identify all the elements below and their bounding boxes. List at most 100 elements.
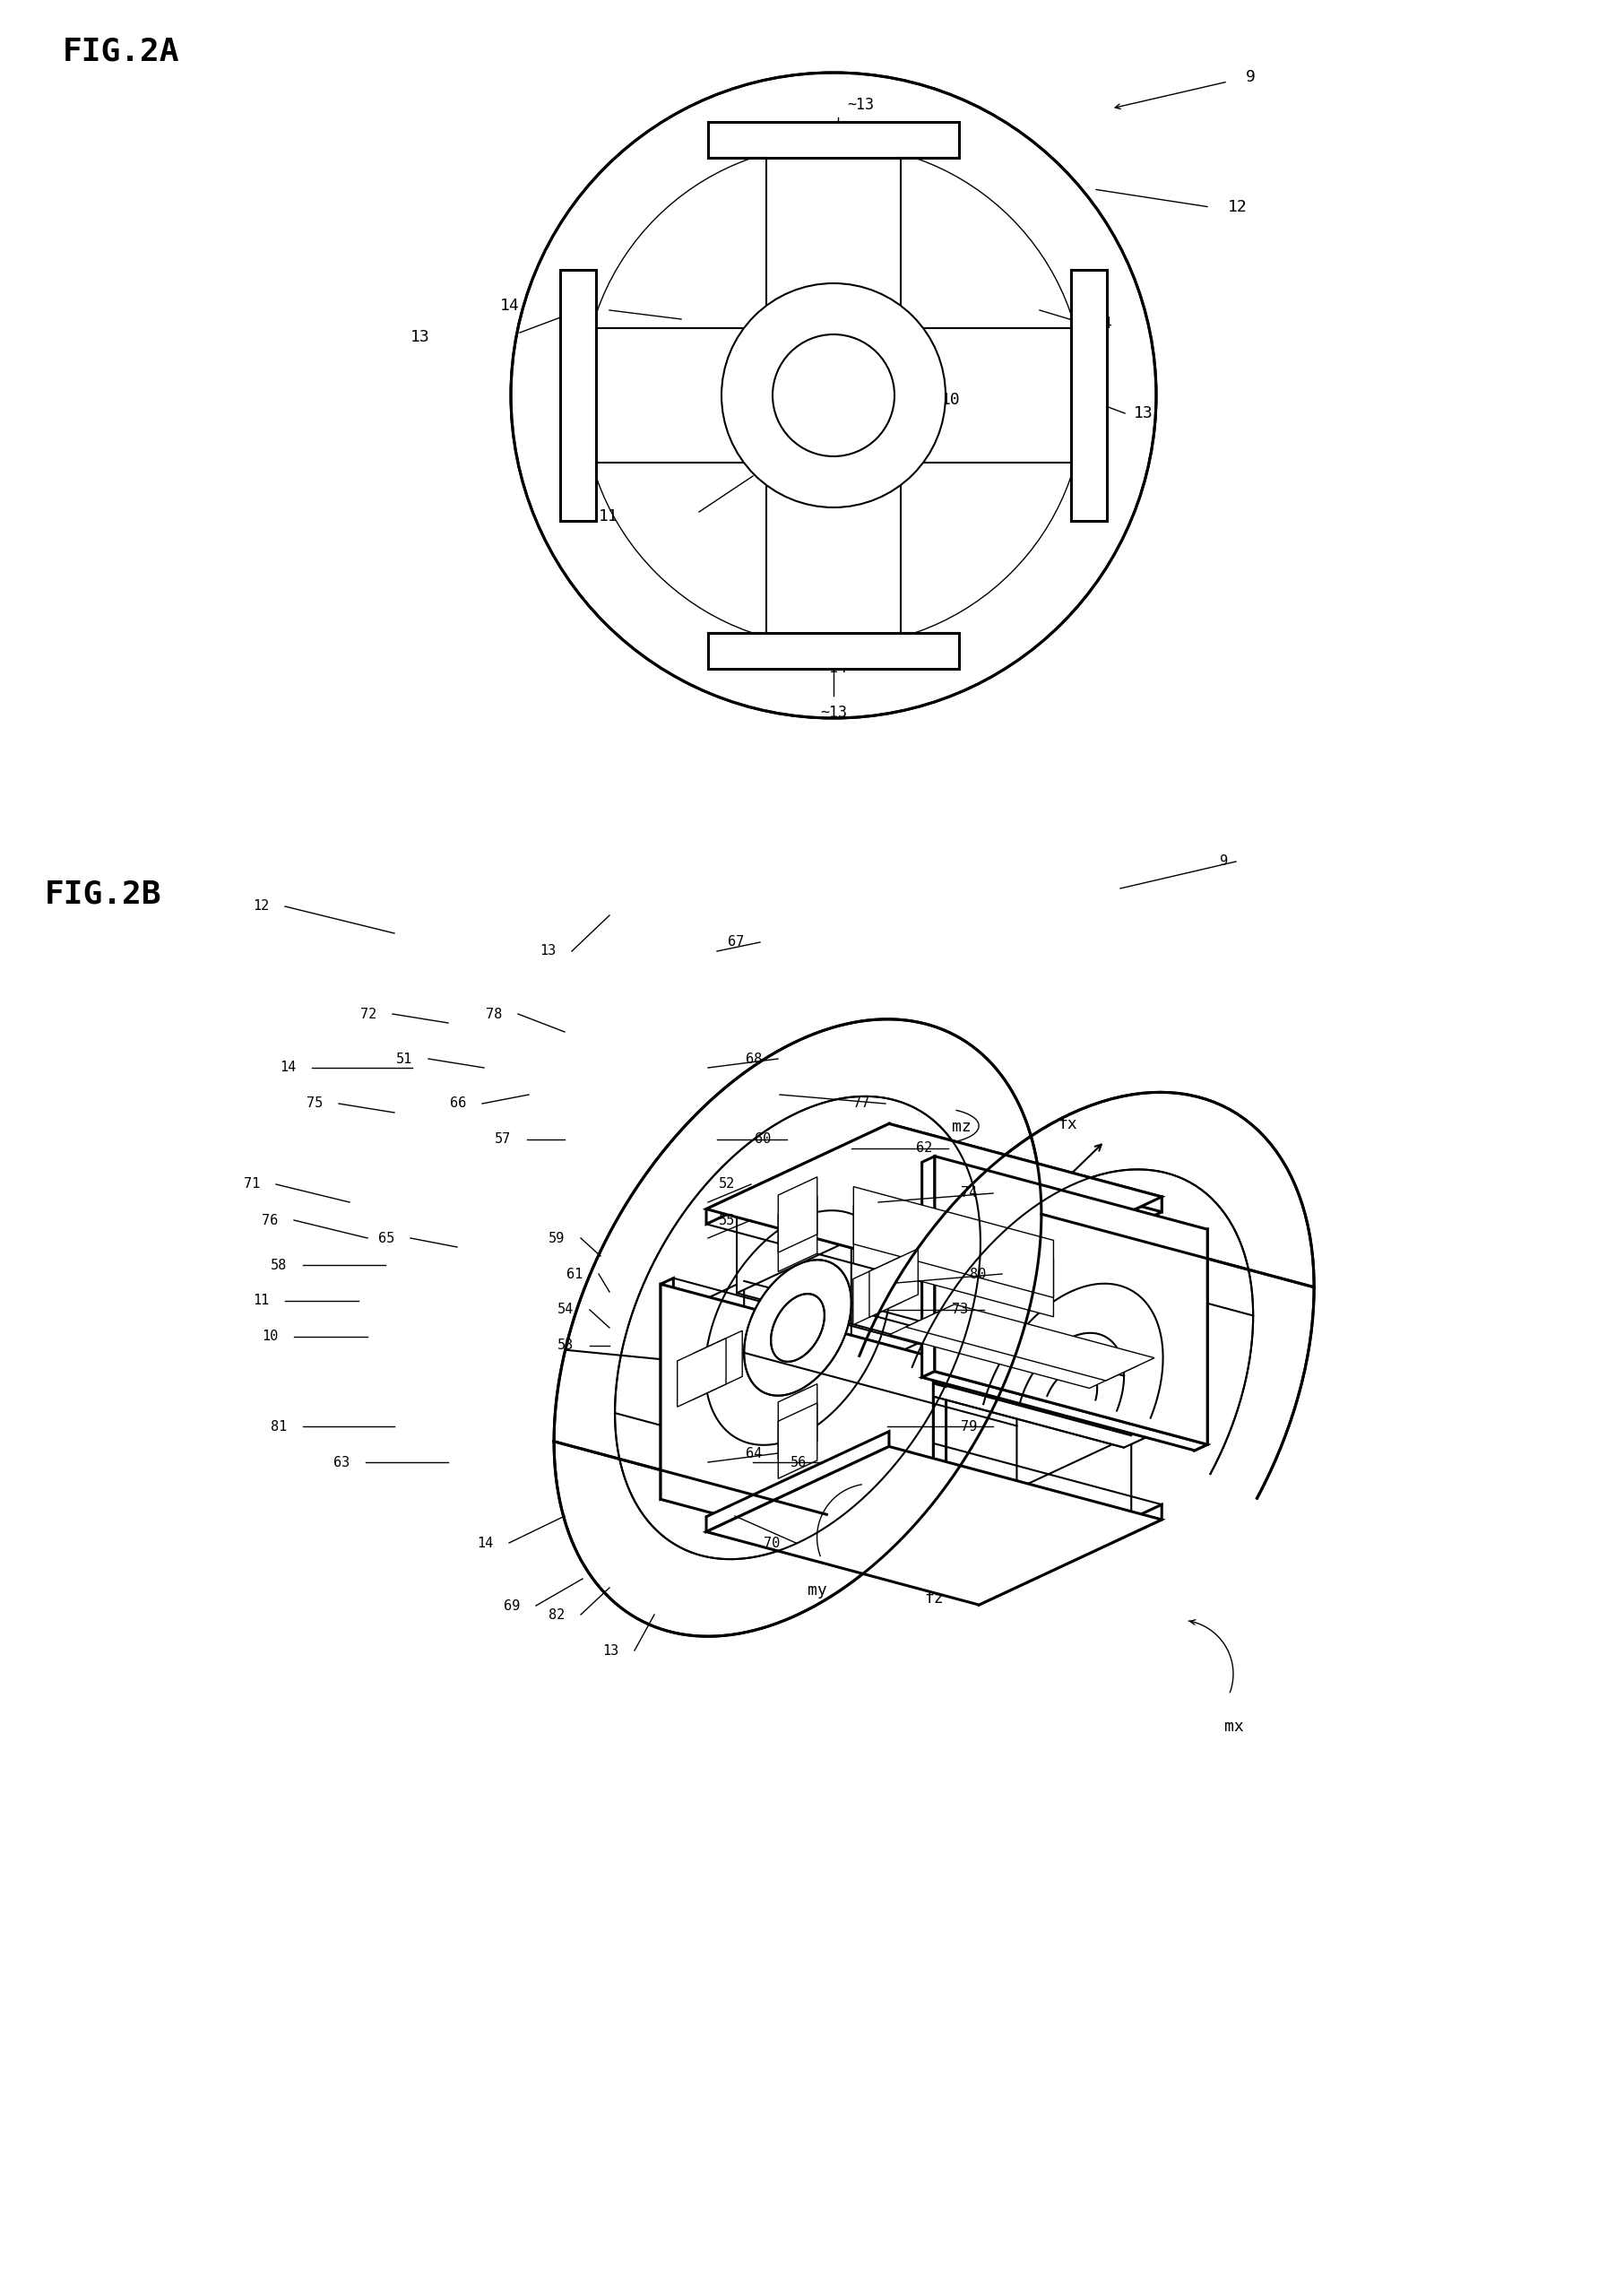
Text: ~14: ~14: [869, 138, 897, 154]
Text: 13: 13: [603, 1644, 619, 1658]
Polygon shape: [660, 1283, 934, 1573]
Polygon shape: [906, 1304, 1154, 1380]
Polygon shape: [707, 1430, 889, 1531]
Polygon shape: [744, 1261, 852, 1396]
Polygon shape: [889, 1123, 1162, 1212]
Text: 55: 55: [718, 1215, 734, 1226]
Polygon shape: [853, 1205, 1054, 1318]
Text: 57: 57: [495, 1132, 511, 1146]
Text: 11: 11: [599, 507, 619, 523]
Text: 67: 67: [728, 934, 744, 948]
Polygon shape: [922, 1157, 935, 1378]
Text: ~13: ~13: [847, 96, 874, 113]
Text: 65: 65: [378, 1231, 394, 1244]
Text: 68: 68: [746, 1052, 762, 1065]
Text: ~14: ~14: [820, 659, 847, 675]
Polygon shape: [1070, 271, 1107, 521]
Polygon shape: [1009, 1226, 1131, 1366]
Polygon shape: [869, 1249, 918, 1318]
Text: 78: 78: [485, 1008, 501, 1022]
Polygon shape: [707, 1446, 1162, 1605]
Polygon shape: [979, 1196, 1162, 1297]
Text: 63: 63: [333, 1456, 350, 1469]
Text: 79: 79: [961, 1419, 977, 1433]
Text: 56: 56: [791, 1456, 807, 1469]
Text: ~13: ~13: [820, 705, 847, 721]
Circle shape: [722, 282, 945, 507]
Text: 53: 53: [558, 1339, 574, 1352]
Polygon shape: [1194, 1228, 1207, 1451]
Polygon shape: [569, 131, 1098, 659]
Text: fx: fx: [1059, 1116, 1078, 1132]
Text: 80: 80: [969, 1267, 985, 1281]
Text: fz: fz: [924, 1591, 943, 1607]
Polygon shape: [660, 1279, 673, 1499]
Text: 66: 66: [450, 1097, 466, 1111]
Text: 73: 73: [951, 1304, 967, 1316]
Polygon shape: [934, 1352, 947, 1573]
Polygon shape: [707, 1123, 889, 1224]
Text: my: my: [807, 1582, 826, 1598]
Text: 10: 10: [942, 393, 961, 409]
Text: 75: 75: [307, 1097, 323, 1111]
Polygon shape: [778, 1196, 818, 1272]
Text: 61: 61: [566, 1267, 583, 1281]
Text: 77: 77: [853, 1097, 869, 1111]
Text: 13: 13: [411, 328, 431, 344]
Text: 76: 76: [262, 1215, 278, 1226]
Polygon shape: [709, 122, 959, 158]
Polygon shape: [1123, 1272, 1194, 1446]
Text: 81: 81: [270, 1419, 286, 1433]
Text: FIG.2A: FIG.2A: [63, 37, 180, 67]
Text: 72: 72: [360, 1008, 376, 1022]
Text: 9: 9: [1245, 69, 1255, 85]
Text: 60: 60: [754, 1132, 771, 1146]
Text: 10: 10: [262, 1329, 278, 1343]
Text: 74: 74: [961, 1187, 977, 1201]
Polygon shape: [677, 1339, 726, 1407]
Text: 70: 70: [763, 1536, 779, 1550]
Polygon shape: [778, 1178, 818, 1254]
Polygon shape: [561, 271, 596, 521]
Text: 54: 54: [558, 1304, 574, 1316]
Text: 11: 11: [252, 1295, 268, 1309]
Text: 13: 13: [1135, 404, 1154, 422]
Text: fy: fy: [1088, 1355, 1107, 1371]
Text: 71: 71: [244, 1178, 260, 1192]
Text: mx: mx: [1225, 1720, 1244, 1736]
Text: 51: 51: [395, 1052, 413, 1065]
Text: 82: 82: [548, 1607, 564, 1621]
Text: 62: 62: [916, 1141, 932, 1155]
Text: 9: 9: [1220, 854, 1228, 868]
Text: 14: 14: [477, 1536, 493, 1550]
Text: 52: 52: [718, 1178, 734, 1192]
Text: FIG.2B: FIG.2B: [45, 879, 162, 909]
Polygon shape: [922, 1371, 1207, 1451]
Text: 59: 59: [548, 1231, 564, 1244]
Polygon shape: [889, 1311, 1138, 1389]
Polygon shape: [707, 1123, 1162, 1281]
Text: 58: 58: [270, 1258, 286, 1272]
Circle shape: [511, 73, 1155, 719]
Polygon shape: [852, 1199, 922, 1375]
Polygon shape: [778, 1403, 818, 1479]
Polygon shape: [709, 634, 959, 668]
Polygon shape: [554, 1019, 1041, 1637]
Polygon shape: [858, 1153, 1131, 1309]
Polygon shape: [935, 1157, 1207, 1444]
Text: 14: 14: [280, 1061, 296, 1075]
Text: mz: mz: [951, 1118, 972, 1134]
Polygon shape: [853, 1256, 902, 1325]
Polygon shape: [736, 1362, 858, 1502]
Polygon shape: [1009, 1435, 1131, 1575]
Polygon shape: [979, 1504, 1162, 1605]
Text: 12: 12: [1228, 200, 1247, 216]
Text: 12: 12: [252, 900, 268, 914]
Polygon shape: [736, 1153, 858, 1293]
Text: 64: 64: [746, 1446, 762, 1460]
Polygon shape: [853, 1187, 1054, 1297]
Polygon shape: [673, 1281, 744, 1458]
Polygon shape: [694, 1332, 742, 1398]
Text: 14: 14: [1093, 315, 1114, 331]
Text: 14: 14: [500, 298, 519, 315]
